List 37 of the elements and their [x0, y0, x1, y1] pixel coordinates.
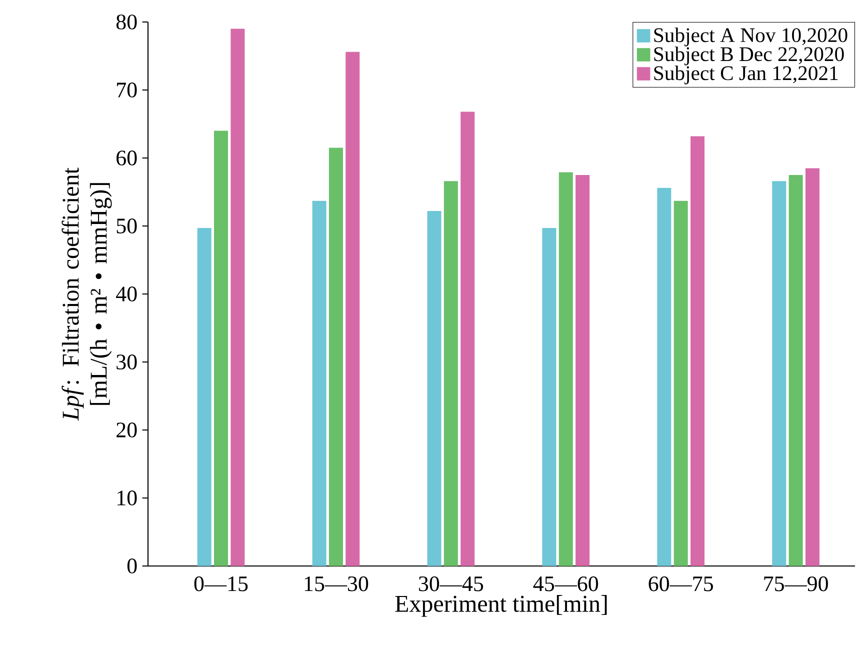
y-tick-label: 10 — [118, 490, 137, 506]
y-tick-label: 60 — [116, 150, 137, 166]
bar — [197, 228, 212, 566]
y-tick-label: 70 — [117, 82, 137, 98]
bar — [558, 172, 573, 566]
bar — [576, 174, 590, 566]
x-tick-label: 75—90 — [764, 576, 828, 592]
y-tick-label: 40 — [116, 286, 137, 302]
bar — [444, 181, 458, 566]
bar — [460, 112, 475, 566]
legend-label: Subject C Jan 12,2021 — [654, 66, 838, 84]
y-tick-label: 0 — [127, 558, 137, 574]
bar — [657, 188, 672, 566]
bar — [805, 168, 820, 566]
y-tick-label: 50 — [116, 218, 137, 234]
bar — [542, 228, 556, 566]
x-tick-label: 45—60 — [533, 576, 598, 592]
legend-label: Subject B Dec 22,2020 — [654, 46, 844, 66]
bar — [346, 52, 360, 566]
x-tick-label: 0—15 — [194, 576, 248, 592]
bar — [690, 136, 705, 566]
y-tick-label: 20 — [116, 422, 137, 438]
bar — [788, 174, 803, 566]
bar — [312, 200, 326, 566]
x-tick-label: 30—45 — [418, 576, 484, 592]
y-tick-label: 30 — [116, 354, 137, 370]
bar — [772, 181, 786, 566]
y-tick-label: 80 — [116, 14, 137, 30]
bar — [427, 211, 442, 566]
legend-label: Subject A Nov 10,2020 — [654, 28, 848, 46]
bar — [230, 28, 245, 566]
bar — [674, 200, 688, 566]
bar — [328, 148, 343, 566]
x-tick-label: 15—30 — [304, 576, 368, 592]
x-axis-title: Experiment time[min] — [395, 595, 607, 617]
bar — [214, 130, 228, 566]
x-tick-label: 60—75 — [648, 576, 713, 592]
